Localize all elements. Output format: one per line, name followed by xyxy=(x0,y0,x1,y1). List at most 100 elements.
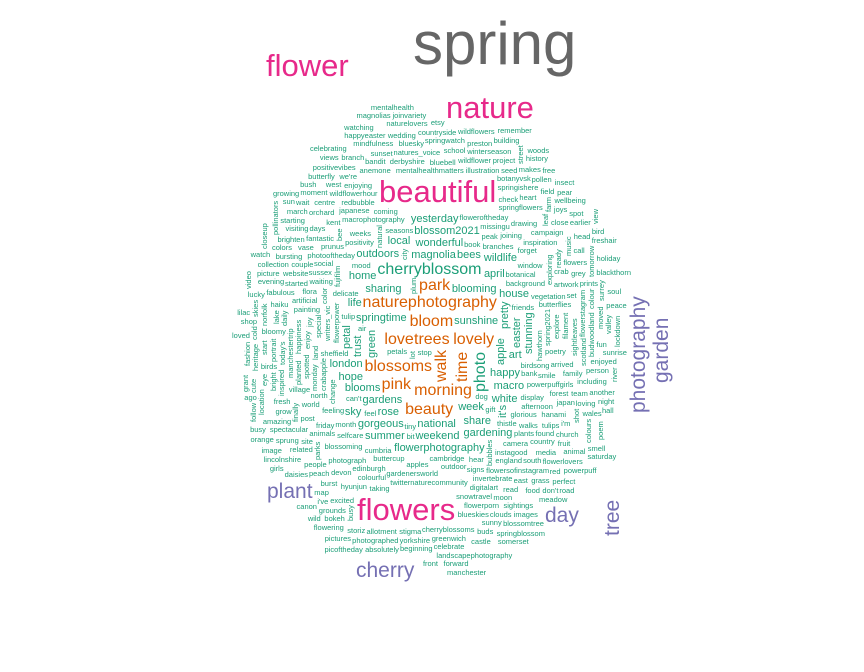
cloud-word: related xyxy=(289,445,313,455)
cloud-word: colours xyxy=(584,418,594,443)
cloud-word: cherryblossoms xyxy=(421,524,475,534)
cloud-word: butterflies xyxy=(538,300,572,310)
cloud-word: storiz xyxy=(347,525,366,535)
cloud-word: blooming xyxy=(451,282,497,295)
cloud-word: glorious xyxy=(510,410,537,420)
cloud-word: sheffield xyxy=(320,348,349,358)
cloud-word: fabulous xyxy=(266,287,295,297)
cloud-word: check xyxy=(498,194,519,204)
cloud-word: finally xyxy=(291,402,301,423)
cloud-word: redbubble xyxy=(341,197,375,207)
cloud-word: follow xyxy=(248,402,258,422)
cloud-word: plum xyxy=(408,278,418,295)
cloud-word: mentalhealthmatters xyxy=(395,166,464,176)
cloud-word: i've xyxy=(317,496,329,506)
cloud-word: digitalart xyxy=(469,483,499,493)
cloud-word: budwoodland xyxy=(586,312,596,357)
cloud-word: close xyxy=(551,217,569,227)
cloud-word: project xyxy=(492,156,516,166)
cloud-word: found xyxy=(535,429,555,439)
cloud-word: national xyxy=(417,418,456,431)
cloud-word: can't xyxy=(345,393,362,403)
cloud-word: growing xyxy=(272,189,300,199)
cloud-word: free xyxy=(542,165,556,175)
cloud-word: lockdown xyxy=(612,315,622,347)
cloud-word: collection xyxy=(257,260,289,270)
cloud-word: cold xyxy=(249,326,259,341)
cloud-word: cherry xyxy=(356,559,415,582)
cloud-word: freshair xyxy=(591,236,617,246)
cloud-word: bit xyxy=(406,431,415,441)
cloud-word: springtime xyxy=(355,312,407,325)
cloud-word: joy xyxy=(305,317,315,328)
cloud-word: house xyxy=(499,287,530,300)
cloud-word: wellbeing xyxy=(554,196,586,206)
cloud-word: fashion xyxy=(242,341,252,366)
cloud-word: canon xyxy=(296,502,317,512)
cloud-word: building xyxy=(493,135,520,145)
cloud-word: loved xyxy=(232,330,250,340)
cloud-word: rose xyxy=(377,406,400,419)
cloud-word: pear xyxy=(557,187,573,197)
cloud-word: food xyxy=(525,485,540,495)
cloud-word: day xyxy=(545,504,579,527)
cloud-word: trees xyxy=(414,331,450,348)
cloud-word: tulip xyxy=(341,311,356,321)
cloud-word: happy xyxy=(490,366,520,379)
cloud-word: peach xyxy=(309,469,330,479)
cloud-word: earlier xyxy=(569,217,591,227)
cloud-word: norfolk xyxy=(259,303,269,326)
cloud-word: photo xyxy=(472,351,490,392)
cloud-word: flowersofinstagram xyxy=(486,465,550,475)
cloud-word: soul xyxy=(607,286,622,296)
cloud-word: friday xyxy=(316,420,335,430)
cloud-word: apple xyxy=(494,337,507,365)
cloud-word: joys xyxy=(553,205,568,215)
cloud-word: flowers xyxy=(357,492,456,527)
cloud-word: bandit xyxy=(365,157,386,167)
cloud-word: tree xyxy=(601,499,624,536)
cloud-word: hanami xyxy=(541,410,567,420)
cloud-word: front xyxy=(422,559,438,569)
cloud-word: couple xyxy=(291,260,314,270)
cloud-word: photographed xyxy=(352,536,399,546)
cloud-word: morning xyxy=(414,381,472,399)
cloud-word: enjoying xyxy=(344,180,373,190)
cloud-word: flower xyxy=(266,48,349,83)
cloud-word: meadow xyxy=(539,494,568,504)
cloud-word: hyunjun xyxy=(340,481,367,491)
cloud-word: street xyxy=(515,145,525,165)
cloud-word: drawing xyxy=(510,219,538,229)
cloud-word: spotted xyxy=(301,354,311,380)
cloud-word: butterfly xyxy=(308,171,335,181)
cloud-word: flowerphotography xyxy=(394,441,485,454)
cloud-word: flowerpower xyxy=(331,302,341,344)
cloud-word: north xyxy=(310,390,328,400)
cloud-word: scotland xyxy=(578,338,588,366)
cloud-word: portrait xyxy=(268,338,278,362)
cloud-word: social xyxy=(314,259,334,269)
cloud-word: beauty xyxy=(405,400,454,418)
cloud-word: started xyxy=(285,278,308,288)
cloud-word: sunrise xyxy=(602,348,627,358)
cloud-word: skies xyxy=(251,300,261,318)
cloud-word: person xyxy=(585,365,609,375)
cloud-word: sprung xyxy=(275,436,299,446)
cloud-word: poetry xyxy=(545,346,566,356)
cloud-word: family xyxy=(562,368,583,378)
cloud-word: loving xyxy=(575,398,596,408)
cloud-word: grass xyxy=(531,476,550,486)
cloud-word: animals xyxy=(309,428,336,438)
cloud-word: south xyxy=(523,456,542,466)
cloud-word: start xyxy=(260,340,270,355)
cloud-word: buds xyxy=(477,527,494,537)
cloud-word: including xyxy=(577,377,607,387)
cloud-word: powerpuff xyxy=(563,465,597,475)
cloud-word: blooms xyxy=(344,382,381,395)
cloud-word: hear xyxy=(468,455,484,465)
cloud-word: fruit xyxy=(557,438,571,448)
cloud-word: selfcare xyxy=(337,430,364,440)
cloud-word: land xyxy=(311,346,321,361)
cloud-word: weekend xyxy=(415,430,460,443)
cloud-word: sightings xyxy=(503,501,534,511)
